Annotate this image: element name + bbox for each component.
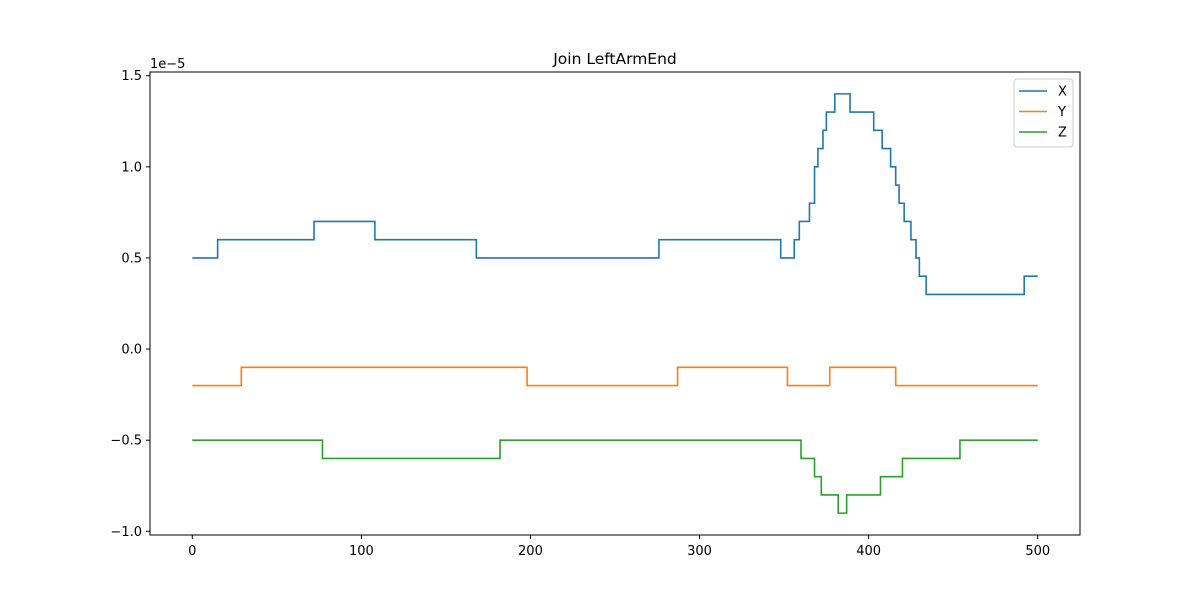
y-tick-label: 1.0 xyxy=(121,160,142,175)
axes-frame xyxy=(149,71,1081,536)
y-axis: −1.0 −0.5 0.0 0.5 1.0 1.5 xyxy=(110,69,150,540)
y-tick-label: −0.5 xyxy=(110,434,142,449)
x-tick-label: 0 xyxy=(188,544,196,559)
y-tick-label: −1.0 xyxy=(110,525,142,540)
y-tick-label: 0.0 xyxy=(121,343,142,358)
chart-title: Join LeftArmEnd xyxy=(552,50,677,68)
series-line-z xyxy=(192,439,1038,514)
y-tick-label: 0.5 xyxy=(121,251,142,266)
legend-box xyxy=(1013,78,1074,148)
y-tick-label: 1.5 xyxy=(121,69,142,84)
series-line-y xyxy=(192,366,1038,387)
legend-label-y: Y xyxy=(1057,105,1066,120)
x-tick-label: 400 xyxy=(856,544,881,559)
x-tick-label: 200 xyxy=(518,544,543,559)
legend: XYZ xyxy=(1013,78,1074,148)
plot-area xyxy=(149,71,1081,536)
y-offset-label: 1e−5 xyxy=(150,57,185,72)
x-axis: 0 100 200 300 400 500 xyxy=(188,535,1050,559)
x-tick-label: 100 xyxy=(349,544,374,559)
x-tick-label: 300 xyxy=(687,544,712,559)
legend-label-z: Z xyxy=(1058,126,1067,141)
legend-label-x: X xyxy=(1058,85,1067,100)
x-tick-label: 500 xyxy=(1025,544,1050,559)
series-line-x xyxy=(192,93,1038,296)
